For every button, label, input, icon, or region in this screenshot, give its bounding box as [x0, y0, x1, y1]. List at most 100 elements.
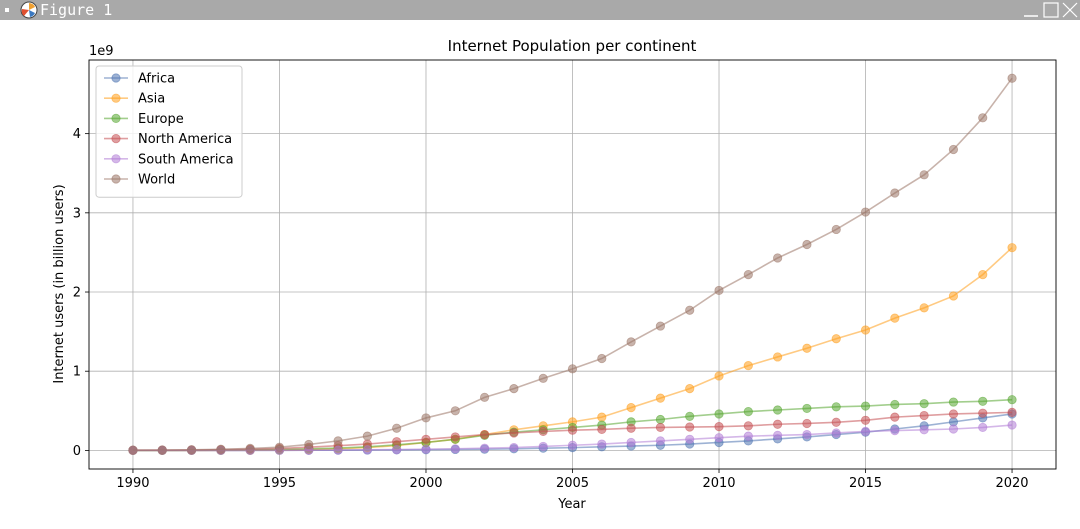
data-point [919, 170, 929, 180]
data-point [802, 429, 812, 440]
series-group [128, 73, 1017, 455]
data-point [860, 207, 871, 217]
y-tick-label: 3 [73, 206, 81, 221]
legend-item: North America [104, 132, 232, 147]
legend-item: World [104, 173, 175, 188]
data-point [245, 443, 255, 454]
data-point [860, 401, 871, 411]
chart-title: Internet Population per continent [448, 37, 697, 55]
data-point [157, 445, 167, 455]
data-point [655, 321, 666, 331]
title-bar[interactable]: Figure 1 [0, 0, 1080, 20]
data-point [948, 424, 959, 434]
legend-label: North America [138, 132, 232, 147]
data-point [831, 417, 841, 427]
data-point [743, 361, 753, 371]
series-world [128, 73, 1017, 455]
legend-item: Asia [104, 92, 165, 107]
data-point [538, 426, 548, 436]
data-point [509, 442, 519, 453]
data-point [685, 305, 695, 315]
legend-label: Europe [138, 112, 184, 127]
data-point [773, 352, 783, 362]
plot-canvas: 1990 1995 2000 2005 2010 2015 2020 0 1 2 3 4 Inter… [52, 37, 1057, 512]
data-point [450, 432, 460, 442]
data-point [597, 353, 607, 364]
x-tick-label: 2000 [409, 476, 442, 491]
legend-marker [111, 93, 121, 103]
data-point [450, 406, 460, 416]
data-point [597, 424, 607, 435]
data-point [743, 421, 753, 431]
minimize-icon[interactable] [1022, 1, 1040, 19]
data-point [773, 419, 783, 429]
data-point [626, 437, 636, 448]
data-point [919, 425, 929, 435]
y-tick-label: 2 [73, 286, 81, 301]
maximize-icon[interactable] [1042, 1, 1060, 19]
legend-item: Europe [104, 112, 184, 127]
data-point [831, 224, 841, 235]
data-point [685, 422, 695, 432]
legend-label: World [138, 173, 175, 188]
data-point [626, 423, 636, 433]
data-point [978, 269, 988, 280]
data-point [890, 399, 900, 410]
legend-marker [111, 113, 121, 124]
data-point [714, 371, 724, 381]
data-point [948, 144, 959, 155]
y-offset-text: 1e9 [89, 44, 114, 59]
data-point [714, 422, 724, 432]
data-point [479, 429, 490, 440]
x-tick-label: 2020 [995, 476, 1028, 491]
legend: Africa Asia Europe North America South Ameri… [95, 65, 243, 198]
data-point [655, 422, 666, 433]
close-icon[interactable] [1061, 1, 1079, 19]
data-point [421, 413, 431, 423]
data-point [128, 445, 138, 455]
data-point [509, 428, 519, 438]
data-point [714, 285, 724, 296]
data-point [948, 291, 959, 301]
data-point [362, 431, 372, 441]
data-point [685, 411, 695, 421]
x-tick-label: 2015 [849, 476, 882, 491]
legend-label: South America [138, 152, 234, 167]
legend-item: South America [104, 152, 234, 167]
data-point [333, 445, 343, 455]
data-point [831, 428, 841, 438]
data-point [479, 392, 490, 402]
data-point [567, 440, 578, 450]
data-point [392, 423, 402, 433]
data-point [860, 325, 871, 335]
data-point [538, 373, 548, 383]
data-point [831, 402, 841, 412]
data-point [1007, 407, 1017, 417]
x-tick-label: 1990 [116, 476, 149, 491]
data-point [392, 444, 402, 455]
data-point [802, 343, 812, 353]
data-point [773, 405, 783, 415]
data-point [890, 412, 900, 422]
data-point [685, 434, 695, 444]
legend-marker [111, 174, 121, 184]
x-tick-label: 1995 [263, 476, 296, 491]
data-point [567, 425, 578, 435]
y-axis-label: Internet users (in billion users) [52, 184, 67, 383]
data-point [743, 269, 753, 280]
data-point [978, 396, 988, 406]
legend-frame [95, 65, 243, 198]
window-menu-icon[interactable] [5, 8, 9, 12]
matplotlib-app-icon [20, 1, 38, 19]
data-point [362, 445, 372, 455]
y-tick-label: 4 [73, 127, 81, 142]
data-point [567, 364, 578, 374]
data-point [274, 442, 285, 452]
data-point [392, 437, 402, 447]
y-tick-label: 0 [73, 444, 81, 459]
data-point [450, 444, 460, 454]
data-point [714, 409, 724, 419]
data-point [655, 436, 666, 446]
data-point [1007, 420, 1017, 430]
